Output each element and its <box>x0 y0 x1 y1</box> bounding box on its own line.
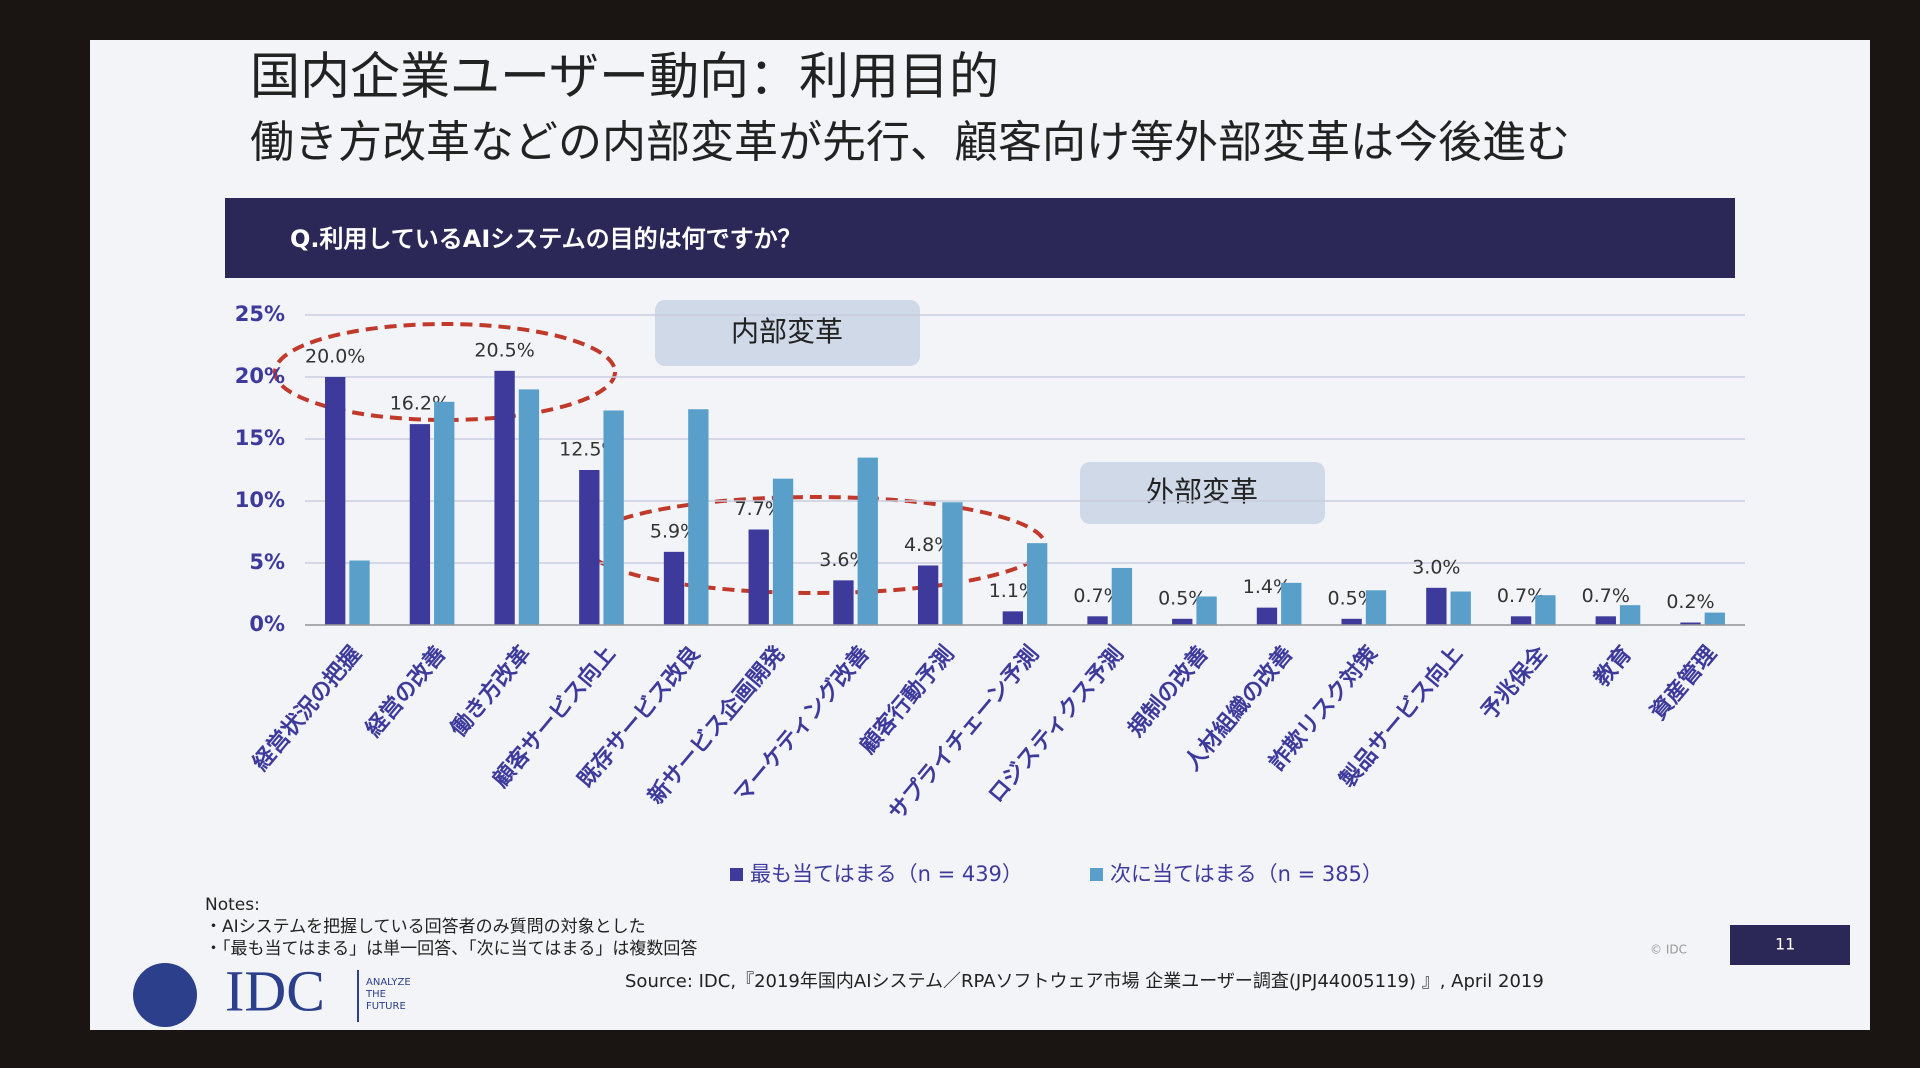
annotation: 内部変革 <box>731 315 843 348</box>
bar <box>917 565 939 625</box>
value-label: 0.7% <box>1073 585 1121 607</box>
value-label: 0.7% <box>1497 585 1545 607</box>
logo: IDC <box>225 958 325 1023</box>
annotation-box <box>1080 462 1325 524</box>
annotation-box <box>655 300 920 366</box>
logo-globe <box>133 963 197 1027</box>
bar <box>1704 612 1725 625</box>
legend-marker <box>1090 868 1103 881</box>
bar <box>1087 616 1108 625</box>
note: Notes: <box>205 895 260 915</box>
tagline: ANALYZE <box>366 977 411 988</box>
source: Source: IDC,『2019年国内AIシステム／RPAソフトウェア市場 企… <box>625 971 1544 992</box>
bar <box>1426 587 1447 625</box>
bar <box>1256 607 1278 625</box>
bar <box>1365 590 1387 625</box>
bar <box>1680 622 1701 625</box>
bar <box>1595 616 1616 625</box>
page-number-box <box>1730 925 1850 965</box>
bar <box>325 377 346 625</box>
bar <box>663 551 685 625</box>
tagline: THE <box>365 989 386 1000</box>
value-label: 3.6% <box>819 549 867 571</box>
title: 国内企業ユーザー動向：利用目的 <box>250 48 999 106</box>
value-label: 0.2% <box>1666 591 1714 613</box>
value-label: 0.5% <box>1158 587 1206 609</box>
y-tick-label: 25% <box>235 302 285 326</box>
bar <box>1027 543 1048 625</box>
bar <box>434 401 455 625</box>
value-label: 4.8% <box>904 534 952 556</box>
tagline: FUTURE <box>366 1001 406 1012</box>
bar <box>942 502 963 625</box>
note: ・「最も当てはまる」は単一回答、「次に当てはまる」は複数回答 <box>205 939 697 959</box>
y-tick-label: 15% <box>235 426 285 450</box>
bar <box>1111 567 1133 625</box>
page-number: 11 <box>1775 935 1795 954</box>
highlight-ellipse <box>273 322 617 422</box>
value-label: 0.7% <box>1582 585 1630 607</box>
bar <box>748 529 769 625</box>
copyright: © IDC <box>1650 943 1687 957</box>
bar <box>603 410 624 625</box>
bar <box>1450 591 1471 625</box>
bar <box>1341 618 1362 625</box>
bar <box>349 560 370 625</box>
value-label: 20.0% <box>305 346 365 368</box>
value-label: 1.4% <box>1243 576 1291 598</box>
legend-label: 最も当てはまる（n = 439） <box>750 862 1023 886</box>
bar <box>688 409 709 625</box>
bar <box>857 457 878 625</box>
bar <box>1002 611 1023 625</box>
bar <box>518 389 540 625</box>
bar <box>494 370 515 625</box>
bar <box>1196 596 1217 625</box>
y-tick-label: 5% <box>249 550 285 574</box>
bar <box>1281 582 1302 625</box>
value-label: 1.1% <box>989 580 1037 602</box>
value-label: 20.5% <box>474 339 534 361</box>
legend-marker <box>730 868 743 881</box>
bar <box>1510 616 1532 625</box>
bar <box>1535 595 1556 625</box>
legend-label: 次に当てはまる（n = 385） <box>1110 862 1383 886</box>
y-tick-label: 0% <box>249 612 285 636</box>
subtitle: 働き方改革などの内部変革が先行、顧客向け等外部変革は今後進む <box>250 117 1570 168</box>
question: Q.利用しているAIシステムの目的は何ですか？ <box>290 225 802 253</box>
bar <box>579 470 600 625</box>
bar <box>409 424 431 625</box>
value-label: 0.5% <box>1328 587 1376 609</box>
bar <box>1619 605 1641 625</box>
value-label: 3.0% <box>1412 556 1460 578</box>
bar <box>1172 618 1193 625</box>
value-label: 5.9% <box>650 520 698 542</box>
y-tick-label: 20% <box>235 364 285 388</box>
annotation: 外部変革 <box>1146 475 1258 508</box>
bar <box>833 580 854 625</box>
bar <box>772 478 794 625</box>
value-label: 7.7% <box>735 498 783 520</box>
y-tick-label: 10% <box>235 488 285 512</box>
note: ・AIシステムを把握している回答者のみ質問の対象とした <box>205 917 646 937</box>
question-bar <box>225 198 1735 278</box>
